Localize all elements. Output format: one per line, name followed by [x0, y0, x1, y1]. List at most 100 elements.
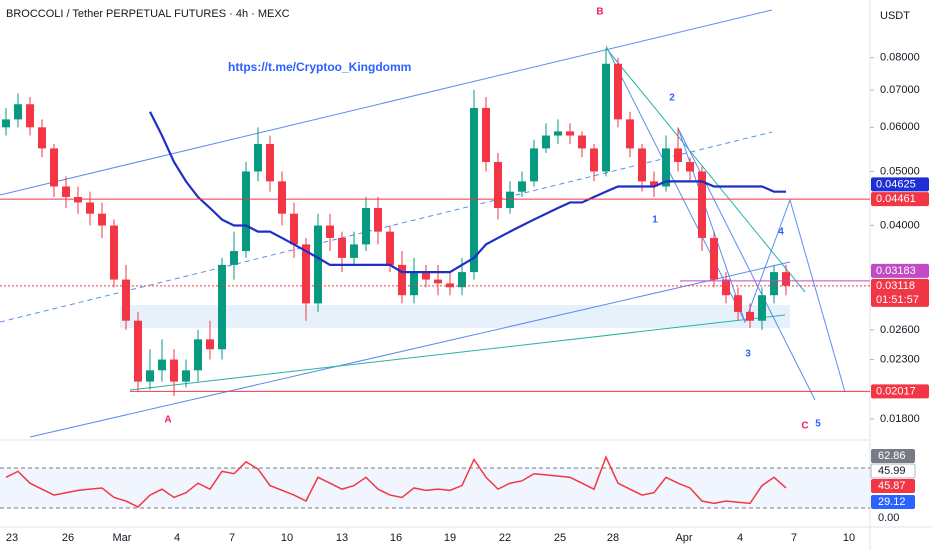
candle-body: [602, 63, 610, 172]
x-tick-label: 23: [6, 532, 18, 544]
candle-body: [122, 279, 130, 321]
rsi-label-box: [871, 449, 915, 463]
candle-body: [158, 359, 166, 371]
x-tick-label: 26: [62, 532, 74, 544]
candle-body: [182, 370, 190, 382]
candle-body: [194, 339, 202, 371]
candle-body: [98, 213, 106, 226]
candle-body: [74, 197, 82, 203]
wave-line: [605, 45, 746, 323]
annotation: 2: [669, 93, 675, 104]
moving-average: [149, 111, 786, 274]
x-tick-label: 4: [174, 532, 180, 544]
candle-body: [374, 208, 382, 232]
x-tick-label: 25: [554, 532, 566, 544]
rsi-label: 62.86: [878, 450, 906, 462]
candle-body: [206, 339, 214, 350]
candle-body: [542, 135, 550, 149]
candle-body: [146, 370, 154, 382]
candle-body: [398, 264, 406, 296]
rsi-label-box: [871, 495, 915, 509]
candle-body: [62, 186, 70, 198]
candle-body: [134, 320, 142, 382]
x-tick-label: 13: [336, 532, 348, 544]
x-tick-label: 19: [444, 532, 456, 544]
channel-bottom: [29, 261, 791, 438]
candle-body: [614, 63, 622, 120]
candle-body: [494, 161, 502, 209]
candle-body: [14, 104, 22, 120]
annotation: A: [164, 415, 171, 426]
candle-body: [662, 148, 670, 187]
candle-body: [638, 148, 646, 182]
candle-body: [746, 311, 754, 321]
rsi-label: 45.99: [878, 465, 906, 477]
rsi-line: [5, 455, 787, 508]
candle-body: [590, 148, 598, 172]
x-tick-label: 4: [737, 532, 743, 544]
candle-body: [266, 144, 274, 182]
candle-body: [578, 135, 586, 149]
annotation: C: [801, 421, 808, 432]
candle-body: [674, 148, 682, 162]
rsi-label-box: [871, 511, 915, 525]
y-tick-label: 0.08000: [880, 52, 920, 64]
wave-line: [605, 47, 806, 293]
x-tick-label: 28: [607, 532, 619, 544]
rsi-label: 0.00: [878, 512, 899, 524]
candle-body: [290, 213, 298, 245]
zone: [120, 305, 790, 328]
price-label: 0.02017: [876, 385, 916, 397]
channel-mid: [0, 131, 773, 323]
candle-body: [422, 272, 430, 280]
candle-body: [698, 171, 706, 238]
candle-body: [734, 295, 742, 312]
candle-body: [242, 171, 250, 252]
x-tick-label: Mar: [113, 532, 132, 544]
candle-body: [86, 202, 94, 214]
candle-body: [686, 161, 694, 172]
candle-body: [518, 181, 526, 192]
price-label-box: [871, 384, 929, 399]
rsi-label-box: [870, 463, 916, 479]
candle-body: [410, 272, 418, 296]
x-tick-label: 22: [499, 532, 511, 544]
y-tick-label: 0.05000: [880, 165, 920, 177]
rsi-label: 29.12: [878, 496, 906, 508]
candle-body: [554, 131, 562, 136]
candle-body: [458, 272, 466, 288]
x-tick-label: 7: [229, 532, 235, 544]
price-label-box: [871, 177, 929, 192]
candle-body: [530, 148, 538, 182]
candle-body: [230, 251, 238, 265]
candle-body: [710, 237, 718, 280]
candle-body: [110, 225, 118, 280]
candle-body: [50, 148, 58, 187]
y-tick-label: 0.02600: [880, 324, 920, 336]
candle-body: [362, 208, 370, 245]
x-tick-label: 16: [390, 532, 402, 544]
candle-body: [314, 225, 322, 304]
price-label-box: [871, 263, 929, 278]
candle-body: [38, 127, 46, 149]
candle-body: [338, 237, 346, 258]
rsi-label-box: [871, 479, 915, 493]
annotation: 4: [778, 227, 784, 238]
rsi-label: 45.87: [878, 480, 906, 492]
candle-body: [446, 283, 454, 288]
candle-body: [566, 131, 574, 136]
annotation: 5: [815, 419, 821, 430]
price-label: 0.03183: [876, 265, 916, 277]
x-tick-label: Apr: [675, 532, 692, 544]
channel-top: [0, 9, 773, 196]
currency: USDT: [880, 10, 910, 22]
y-tick-label: 0.04000: [880, 219, 920, 231]
candle-body: [470, 107, 478, 273]
candle-body: [722, 279, 730, 296]
price-label-box: [871, 278, 929, 307]
candle-body: [350, 244, 358, 258]
y-tick-label: 0.06000: [880, 121, 920, 133]
candle-body: [770, 272, 778, 296]
candle-body: [170, 359, 178, 382]
x-tick-label: 10: [843, 532, 855, 544]
